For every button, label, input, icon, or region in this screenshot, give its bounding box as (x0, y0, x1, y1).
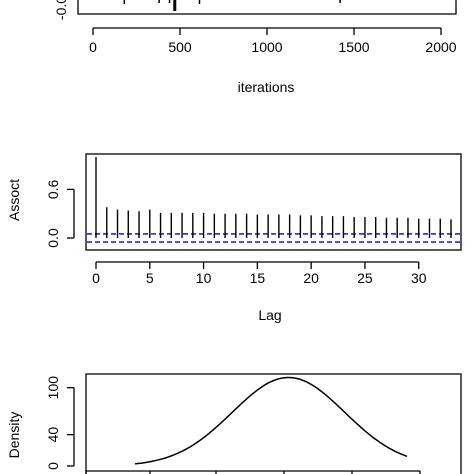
acf-x-axis: 0 5 10 15 20 25 30 (92, 261, 427, 286)
trace-x-axis-title: iterations (238, 79, 295, 95)
acf-x-tick-label: 5 (146, 270, 154, 286)
trace-plot-frame (77, 0, 457, 15)
density-y-axis-title: Density (6, 412, 22, 459)
density-y-tick-label: 40 (45, 427, 61, 443)
acf-x-tick-label: 10 (196, 270, 212, 286)
trace-panel: 0 500 1000 1500 2000 -0.0 iterations (53, 0, 457, 95)
trace-y-tick-label: -0.0 (53, 0, 69, 20)
acf-y-axis-title: Assoct (6, 179, 22, 221)
density-y-tick-label: 100 (45, 376, 61, 400)
acf-panel: 0 5 10 15 20 25 30 0.0 0.6 Assoct Lag (6, 153, 462, 323)
acf-x-tick-label: 20 (303, 270, 319, 286)
acf-x-tick-label: 25 (357, 270, 373, 286)
trace-x-tick-label: 2000 (425, 39, 456, 55)
acf-confidence-band (87, 233, 460, 243)
acf-y-axis: 0.0 0.6 (45, 179, 75, 248)
acf-y-tick-label: 0.0 (45, 228, 61, 248)
acf-y-tick-label: 0.6 (45, 179, 61, 199)
density-plot-frame (85, 373, 462, 474)
trace-marks (123, 0, 341, 11)
density-y-axis: 0 40 100 (45, 376, 421, 474)
density-curve (134, 376, 408, 465)
acf-x-tick-label: 15 (250, 270, 266, 286)
acf-x-axis-title: Lag (258, 307, 281, 323)
trace-x-tick-label: 1000 (251, 39, 282, 55)
trace-x-tick-label: 500 (168, 39, 192, 55)
trace-x-axis: 0 500 1000 1500 2000 (89, 27, 457, 55)
acf-x-tick-label: 0 (92, 270, 100, 286)
trace-x-tick-label: 1500 (338, 39, 369, 55)
acf-bars (95, 157, 452, 238)
density-panel: 0 40 100 Density (6, 373, 462, 474)
density-y-tick-label: 0 (45, 462, 61, 470)
trace-x-tick-label: 0 (89, 39, 97, 55)
acf-plot-frame (85, 153, 462, 251)
acf-x-tick-label: 30 (411, 270, 427, 286)
